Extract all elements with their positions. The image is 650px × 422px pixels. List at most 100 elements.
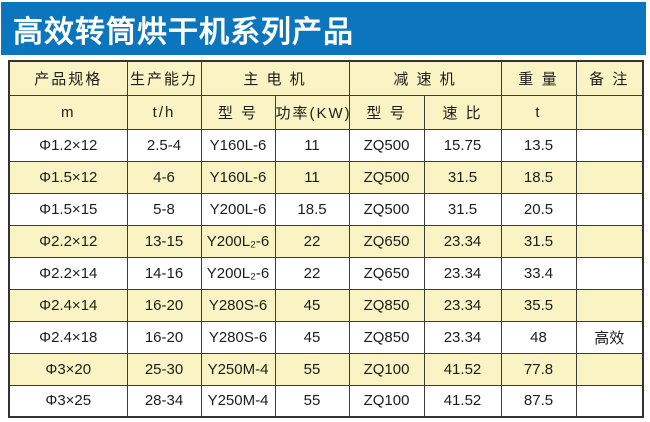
cell-motor-model: Y160L-6	[200, 160, 276, 194]
table-row: Φ2.2×14 14-16 Y200L₂-6 22 ZQ650 23.34 33…	[8, 256, 644, 290]
cell-spec: Φ1.5×15	[8, 192, 128, 226]
cell-motor-power: 22	[274, 256, 350, 290]
table-row: Φ2.4×18 16-20 Y280S-6 45 ZQ850 23.34 48 …	[8, 320, 644, 354]
cell-motor-model: Y280S-6	[200, 288, 276, 322]
cell-spec: Φ2.2×14	[8, 256, 128, 290]
cell-motor-power: 11	[274, 160, 350, 194]
cell-weight: 18.5	[500, 160, 577, 194]
cell-remark	[575, 288, 644, 322]
cell-reducer-model: ZQ650	[348, 256, 425, 290]
cell-weight: 48	[500, 320, 577, 354]
cell-reducer-ratio: 31.5	[423, 192, 502, 226]
cell-reducer-model: ZQ500	[348, 128, 425, 162]
table-row: Φ3×20 25-30 Y250M-4 55 ZQ100 41.52 77.8	[8, 352, 644, 386]
cell-capacity: 4-6	[126, 160, 202, 194]
cell-weight: 31.5	[500, 224, 577, 258]
cell-capacity: 2.5-4	[126, 128, 202, 162]
cell-remark	[575, 256, 644, 290]
cell-capacity: 16-20	[126, 320, 202, 354]
cell-capacity: 16-20	[126, 288, 202, 322]
cell-weight: 35.5	[500, 288, 577, 322]
cell-remark	[575, 352, 644, 386]
table-row: Φ1.2×12 2.5-4 Y160L-6 11 ZQ500 15.75 13.…	[8, 128, 644, 162]
product-spec-table: 产品规格 生产能力 主 电 机 减 速 机 重 量 备 注 m t/h 型 号 …	[8, 60, 644, 418]
cell-spec: Φ2.2×12	[8, 224, 128, 258]
cell-capacity: 5-8	[126, 192, 202, 226]
header-capacity: 生产能力	[126, 60, 202, 96]
cell-spec: Φ1.2×12	[8, 128, 128, 162]
cell-motor-power: 45	[274, 288, 350, 322]
header-weight: 重 量	[500, 60, 577, 96]
table-row: Φ2.4×14 16-20 Y280S-6 45 ZQ850 23.34 35.…	[8, 288, 644, 322]
cell-capacity: 28-34	[126, 384, 202, 418]
cell-weight: 77.8	[500, 352, 577, 386]
page-title: 高效转筒烘干机系列产品	[13, 15, 354, 49]
cell-spec: Φ2.4×14	[8, 288, 128, 322]
cell-remark	[575, 224, 644, 258]
cell-motor-model: Y250M-4	[200, 352, 276, 386]
header-row-2: m t/h 型 号 功率(KW) 型 号 速 比 t	[8, 94, 644, 130]
cell-motor-model: Y160L-6	[200, 128, 276, 162]
cell-weight: 13.5	[500, 128, 577, 162]
cell-reducer-model: ZQ650	[348, 224, 425, 258]
cell-reducer-model: ZQ500	[348, 160, 425, 194]
cell-capacity: 13-15	[126, 224, 202, 258]
cell-motor-power: 55	[274, 384, 350, 418]
cell-reducer-ratio: 23.34	[423, 256, 502, 290]
cell-motor-power: 11	[274, 128, 350, 162]
cell-reducer-ratio: 41.52	[423, 384, 502, 418]
cell-motor-model: Y200L₂-6	[200, 224, 276, 258]
cell-spec: Φ2.4×18	[8, 320, 128, 354]
cell-spec: Φ3×25	[8, 384, 128, 418]
header-row-1: 产品规格 生产能力 主 电 机 减 速 机 重 量 备 注	[8, 60, 644, 96]
cell-weight: 87.5	[500, 384, 577, 418]
header-remark: 备 注	[575, 60, 644, 96]
cell-remark	[575, 192, 644, 226]
cell-motor-power: 18.5	[274, 192, 350, 226]
title-banner: 高效转筒烘干机系列产品	[1, 2, 646, 55]
cell-reducer-model: ZQ850	[348, 288, 425, 322]
header-reducer-ratio: 速 比	[423, 94, 502, 130]
header-motor-power: 功率(KW)	[274, 94, 350, 130]
cell-spec: Φ3×20	[8, 352, 128, 386]
cell-reducer-ratio: 23.34	[423, 224, 502, 258]
cell-weight: 33.4	[500, 256, 577, 290]
table-row: Φ1.5×12 4-6 Y160L-6 11 ZQ500 31.5 18.5	[8, 160, 644, 194]
header-spec-unit: m	[8, 94, 128, 130]
cell-motor-model: Y200L-6	[200, 192, 276, 226]
cell-reducer-ratio: 15.75	[423, 128, 502, 162]
cell-reducer-model: ZQ100	[348, 352, 425, 386]
header-remark-blank	[575, 94, 644, 130]
cell-reducer-ratio: 41.52	[423, 352, 502, 386]
cell-motor-model: Y280S-6	[200, 320, 276, 354]
cell-spec: Φ1.5×12	[8, 160, 128, 194]
cell-remark	[575, 128, 644, 162]
cell-reducer-model: ZQ500	[348, 192, 425, 226]
cell-remark	[575, 384, 644, 418]
cell-remark: 高效	[575, 320, 644, 354]
cell-remark	[575, 160, 644, 194]
cell-reducer-ratio: 23.34	[423, 320, 502, 354]
header-reducer: 减 速 机	[348, 60, 502, 96]
cell-motor-model: Y200L₂-6	[200, 256, 276, 290]
header-product-spec: 产品规格	[8, 60, 128, 96]
header-main-motor: 主 电 机	[200, 60, 350, 96]
header-weight-unit: t	[500, 94, 577, 130]
cell-reducer-model: ZQ100	[348, 384, 425, 418]
cell-motor-power: 22	[274, 224, 350, 258]
cell-motor-power: 45	[274, 320, 350, 354]
table-row: Φ3×25 28-34 Y250M-4 55 ZQ100 41.52 87.5	[8, 384, 644, 418]
table-row: Φ2.2×12 13-15 Y200L₂-6 22 ZQ650 23.34 31…	[8, 224, 644, 258]
header-reducer-model: 型 号	[348, 94, 425, 130]
cell-weight: 20.5	[500, 192, 577, 226]
cell-motor-power: 55	[274, 352, 350, 386]
header-capacity-unit: t/h	[126, 94, 202, 130]
cell-capacity: 14-16	[126, 256, 202, 290]
cell-capacity: 25-30	[126, 352, 202, 386]
cell-reducer-ratio: 23.34	[423, 288, 502, 322]
table-row: Φ1.5×15 5-8 Y200L-6 18.5 ZQ500 31.5 20.5	[8, 192, 644, 226]
cell-motor-model: Y250M-4	[200, 384, 276, 418]
cell-reducer-ratio: 31.5	[423, 160, 502, 194]
cell-reducer-model: ZQ850	[348, 320, 425, 354]
